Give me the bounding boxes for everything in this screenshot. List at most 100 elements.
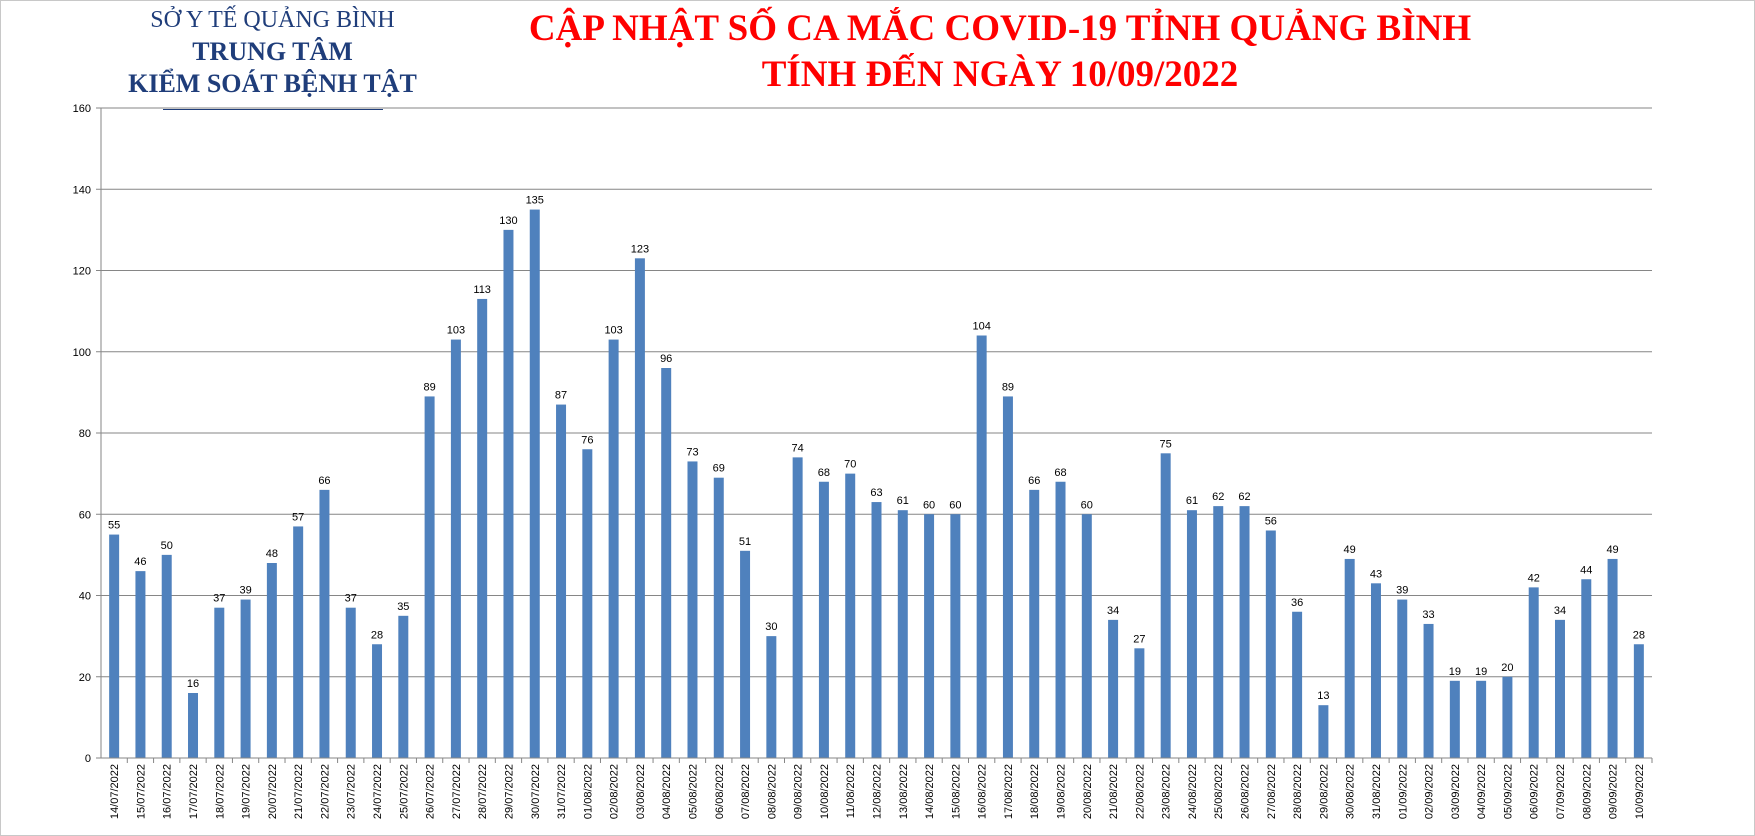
data-label: 60: [1081, 499, 1093, 511]
data-label: 13: [1317, 690, 1329, 702]
bar: [1029, 489, 1040, 758]
data-label: 104: [972, 321, 990, 333]
x-tick-label: 17/08/2022: [1003, 764, 1015, 819]
x-tick-label: 23/08/2022: [1161, 764, 1173, 819]
data-label: 39: [1396, 585, 1408, 597]
x-tick-label: 08/08/2022: [766, 764, 778, 819]
bar: [1607, 558, 1618, 758]
y-tick-label: 140: [73, 184, 91, 196]
data-label: 19: [1475, 666, 1487, 678]
data-label: 44: [1580, 564, 1592, 576]
data-label: 63: [870, 487, 882, 499]
org-underline: [163, 109, 383, 110]
data-label: 49: [1606, 544, 1618, 556]
x-tick-label: 19/08/2022: [1056, 764, 1068, 819]
data-label: 68: [1054, 467, 1066, 479]
bar: [713, 477, 724, 758]
bar: [1370, 583, 1381, 758]
data-label: 62: [1238, 491, 1250, 503]
bar: [661, 368, 672, 758]
bar: [845, 473, 856, 758]
data-label: 42: [1528, 572, 1540, 584]
data-label: 60: [923, 499, 935, 511]
x-tick-label: 29/07/2022: [503, 764, 515, 819]
x-tick-label: 20/08/2022: [1082, 764, 1094, 819]
data-label: 28: [1633, 629, 1645, 641]
x-tick-label: 03/08/2022: [635, 764, 647, 819]
data-label: 68: [818, 467, 830, 479]
data-label: 36: [1291, 597, 1303, 609]
bar: [871, 502, 882, 758]
x-tick-label: 04/09/2022: [1476, 764, 1488, 819]
x-tick-label: 11/08/2022: [845, 764, 857, 818]
bar: [1502, 676, 1513, 758]
bar: [740, 550, 751, 758]
bar: [1318, 705, 1329, 758]
org-center-name: KIỂM SOÁT BỆNH TẬT: [128, 69, 417, 98]
x-tick-label: 07/09/2022: [1555, 764, 1567, 819]
x-tick-label: 01/09/2022: [1397, 764, 1409, 819]
x-tick-label: 29/08/2022: [1318, 764, 1330, 819]
data-label: 39: [239, 585, 251, 597]
data-label: 43: [1370, 568, 1382, 580]
data-label: 48: [266, 548, 278, 560]
data-label: 76: [581, 434, 593, 446]
bar: [1239, 506, 1250, 758]
y-tick-label: 100: [73, 347, 91, 359]
data-label: 87: [555, 390, 567, 402]
x-tick-label: 17/07/2022: [188, 764, 200, 819]
y-tick-label: 160: [73, 103, 91, 115]
bar: [1265, 530, 1276, 758]
x-tick-label: 05/09/2022: [1502, 764, 1514, 819]
x-tick-label: 26/08/2022: [1240, 764, 1252, 819]
y-tick-label: 40: [79, 591, 91, 603]
data-label: 66: [318, 475, 330, 487]
data-label: 30: [765, 621, 777, 633]
data-label: 27: [1133, 633, 1145, 645]
bar: [266, 563, 277, 758]
y-tick-label: 0: [85, 753, 91, 765]
x-tick-label: 28/07/2022: [477, 764, 489, 819]
x-tick-label: 02/08/2022: [609, 764, 621, 819]
bar: [1002, 396, 1013, 758]
x-tick-label: 14/08/2022: [924, 764, 936, 819]
bar: [924, 514, 935, 758]
data-label: 34: [1107, 605, 1119, 617]
x-tick-label: 31/08/2022: [1371, 764, 1383, 819]
bar: [608, 339, 619, 758]
data-label: 74: [792, 442, 804, 454]
x-tick-label: 21/07/2022: [293, 764, 305, 819]
bar: [976, 335, 987, 758]
x-tick-label: 10/08/2022: [819, 764, 831, 819]
bar: [293, 526, 304, 758]
organization-block: SỞ Y TẾ QUẢNG BÌNH TRUNG TÂM KIỂM SOÁT B…: [100, 4, 445, 100]
bar: [1160, 453, 1171, 758]
bar: [135, 571, 146, 758]
data-label: 16: [187, 678, 199, 690]
bar: [450, 339, 461, 758]
x-tick-label: 02/09/2022: [1424, 764, 1436, 819]
bar: [1081, 514, 1092, 758]
data-label: 70: [844, 459, 856, 471]
x-tick-label: 30/07/2022: [530, 764, 542, 819]
x-tick-label: 20/07/2022: [267, 764, 279, 819]
x-tick-label: 09/08/2022: [793, 764, 805, 819]
x-tick-label: 21/08/2022: [1108, 764, 1120, 819]
data-label: 96: [660, 353, 672, 365]
data-label: 130: [499, 215, 517, 227]
x-tick-label: 26/07/2022: [425, 764, 437, 819]
x-tick-label: 04/08/2022: [661, 764, 673, 819]
x-tick-label: 12/08/2022: [872, 764, 884, 819]
x-tick-label: 25/07/2022: [398, 764, 410, 819]
data-label: 89: [423, 381, 435, 393]
bar: [634, 258, 645, 758]
data-labels: 55 46 50 16 37 39 48 57 66 37 28 35 89 103 113 130 135 87…: [108, 195, 1645, 703]
bar: [319, 489, 330, 758]
data-label: 123: [631, 243, 649, 255]
data-label: 49: [1344, 544, 1356, 556]
data-label: 61: [1186, 495, 1198, 507]
data-label: 62: [1212, 491, 1224, 503]
x-tick-label: 06/09/2022: [1529, 764, 1541, 819]
x-tick-label: 07/08/2022: [740, 764, 752, 819]
